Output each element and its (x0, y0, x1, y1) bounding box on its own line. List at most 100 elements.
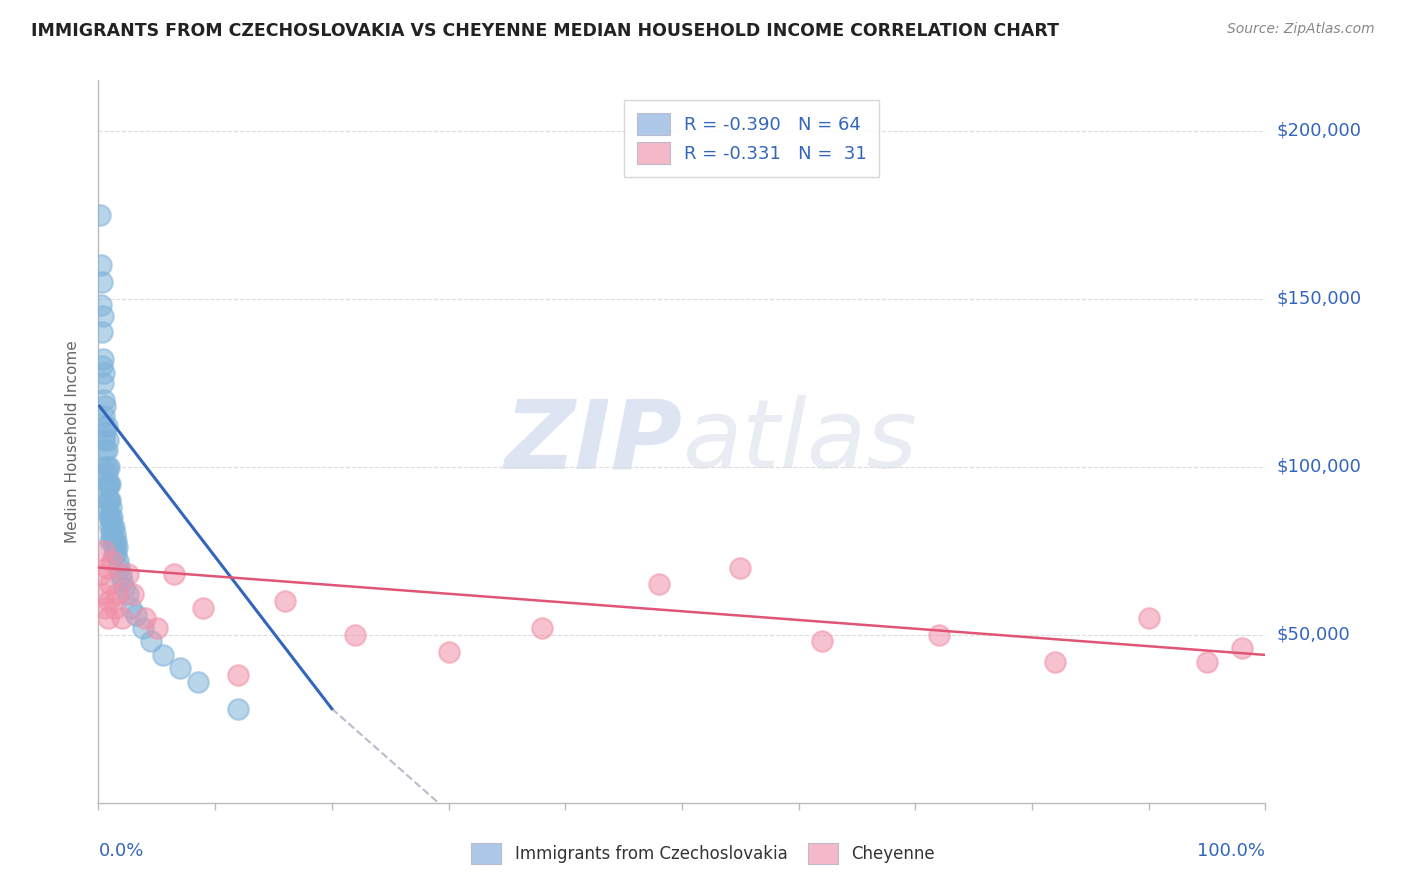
Point (111, 611, 134, 625)
Point (344, 628, 367, 642)
Point (107, 554, 129, 568)
Point (134, 611, 156, 625)
Point (104, 547, 127, 561)
Point (139, 634, 162, 648)
Point (97, 611, 120, 625)
Point (91, 352, 114, 367)
Point (97, 459, 120, 474)
Point (98, 476, 121, 491)
Point (437, 644, 460, 658)
Point (1045, 655, 1067, 669)
Point (100, 500, 122, 514)
Point (647, 577, 669, 591)
Point (93, 419, 115, 434)
Point (100, 514, 122, 528)
Point (97, 510, 120, 524)
Point (103, 547, 125, 561)
Point (93, 409, 115, 424)
Point (98, 493, 121, 508)
Point (112, 581, 135, 595)
Point (90, 298, 112, 312)
Point (98, 533, 121, 548)
Text: IMMIGRANTS FROM CZECHOSLOVAKIA VS CHEYENNE MEDIAN HOUSEHOLD INCOME CORRELATION C: IMMIGRANTS FROM CZECHOSLOVAKIA VS CHEYEN… (31, 22, 1059, 40)
Text: ZIP: ZIP (503, 395, 682, 488)
Point (103, 520, 125, 534)
Point (1230, 641, 1253, 656)
Point (93, 543, 115, 558)
Text: $150,000: $150,000 (1277, 290, 1361, 308)
Point (90, 567, 112, 582)
Point (97, 433, 120, 447)
Point (530, 621, 553, 635)
Point (94, 600, 117, 615)
Point (193, 600, 215, 615)
Y-axis label: Median Household Income: Median Household Income (65, 340, 80, 543)
Point (104, 600, 127, 615)
Point (97, 476, 120, 491)
Text: 100.0%: 100.0% (1198, 842, 1265, 860)
Point (93, 433, 115, 447)
Point (120, 600, 142, 615)
Point (90, 359, 112, 373)
Point (928, 628, 950, 642)
Point (228, 668, 250, 682)
Point (274, 594, 297, 608)
Point (1137, 611, 1160, 625)
Legend: Immigrants from Czechoslovakia, Cheyenne: Immigrants from Czechoslovakia, Cheyenne (465, 837, 941, 871)
Point (811, 634, 834, 648)
Point (91, 309, 114, 323)
Point (101, 510, 124, 524)
Point (108, 560, 131, 574)
Point (98, 577, 121, 591)
Point (96, 442, 118, 457)
Point (103, 533, 125, 548)
Point (90, 275, 112, 289)
Point (97, 493, 120, 508)
Point (101, 554, 124, 568)
Point (97, 459, 120, 474)
Point (96, 419, 118, 434)
Point (94, 442, 117, 457)
Point (110, 567, 132, 582)
Point (187, 674, 209, 689)
Point (101, 533, 124, 548)
Point (94, 399, 117, 413)
Point (163, 567, 186, 582)
Point (97, 503, 120, 517)
Point (117, 587, 139, 601)
Point (97, 493, 120, 508)
Point (90, 326, 112, 340)
Point (90, 258, 112, 272)
Point (94, 459, 117, 474)
Point (96, 467, 118, 481)
Text: 0.0%: 0.0% (98, 842, 143, 860)
Point (96, 480, 118, 494)
Point (93, 392, 115, 407)
Point (132, 621, 155, 635)
Point (89, 208, 111, 222)
Point (101, 520, 124, 534)
Point (104, 541, 127, 555)
Point (105, 541, 128, 555)
Point (93, 366, 115, 380)
Point (98, 520, 121, 534)
Point (122, 587, 145, 601)
Point (146, 621, 169, 635)
Text: $200,000: $200,000 (1277, 121, 1361, 140)
Point (117, 567, 139, 582)
Point (104, 527, 127, 541)
Text: $100,000: $100,000 (1277, 458, 1361, 475)
Text: Source: ZipAtlas.com: Source: ZipAtlas.com (1227, 22, 1375, 37)
Point (111, 574, 134, 588)
Point (125, 607, 148, 622)
Point (91, 587, 114, 601)
Point (97, 476, 120, 491)
Point (97, 594, 120, 608)
Text: $50,000: $50,000 (1277, 626, 1350, 644)
Text: atlas: atlas (682, 395, 917, 488)
Point (105, 587, 128, 601)
Point (98, 510, 121, 524)
Point (104, 533, 127, 548)
Point (94, 426, 117, 441)
Point (228, 702, 250, 716)
